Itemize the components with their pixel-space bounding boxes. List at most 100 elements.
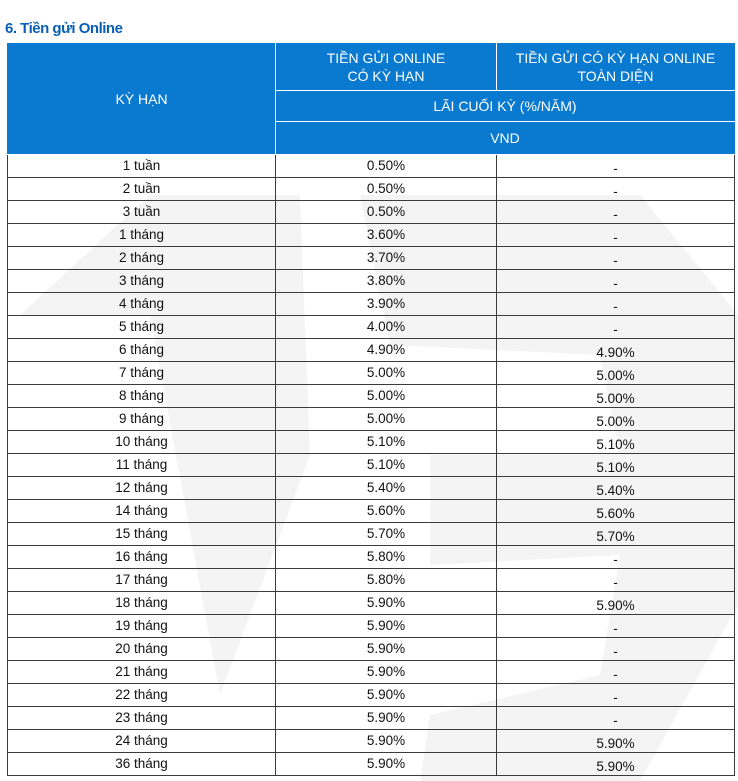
online-rate-cell-text: 5.10%	[366, 457, 406, 472]
table-row: 11 tháng 5.10% 5.10%	[7, 453, 735, 477]
term-cell-text: 4 tháng	[118, 296, 165, 311]
comprehensive-rate-cell-text: 5.00%	[596, 391, 635, 406]
comprehensive-rate-cell-text: -	[613, 253, 618, 268]
comprehensive-rate-cell-text: 5.00%	[596, 414, 635, 429]
table-row: 2 tuần 0.50% -	[7, 177, 735, 201]
online-rate-cell: 5.40%	[275, 476, 497, 500]
term-cell-text: 1 tuần	[122, 158, 161, 173]
table-row: 10 tháng 5.10% 5.10%	[7, 430, 735, 454]
comprehensive-rate-cell-text: 4.90%	[596, 345, 635, 360]
term-cell: 19 tháng	[7, 614, 276, 638]
table-row: 1 tuần 0.50% -	[7, 154, 735, 178]
table-row: 1 tháng 3.60% -	[7, 223, 735, 247]
table-row: 19 tháng 5.90% -	[7, 614, 735, 638]
online-rate-cell: 3.90%	[275, 292, 497, 316]
comprehensive-rate-cell: 5.90%	[496, 752, 735, 776]
term-cell: 1 tuần	[7, 154, 276, 178]
term-cell-text: 8 tháng	[118, 388, 165, 403]
section-title: 6. Tiền gửi Online	[5, 20, 123, 37]
interest-type-header: LÃI CUỐI KỲ (%/NĂM)	[275, 90, 735, 122]
header-line: TOÀN DIỆN	[577, 68, 654, 84]
term-cell: 8 tháng	[7, 384, 276, 408]
term-cell-text: 3 tuần	[122, 204, 161, 219]
term-cell-text: 1 tháng	[118, 227, 165, 242]
term-cell: 16 tháng	[7, 545, 276, 569]
table-row: 3 tháng 3.80% -	[7, 269, 735, 293]
table-row: 16 tháng 5.80% -	[7, 545, 735, 569]
comprehensive-rate-cell-text: -	[613, 299, 618, 314]
online-rate-cell: 3.60%	[275, 223, 497, 247]
term-cell-text: 15 tháng	[115, 526, 168, 541]
term-cell: 7 tháng	[7, 361, 276, 385]
online-rate-cell-text: 3.60%	[366, 227, 406, 242]
comprehensive-rate-cell: -	[496, 246, 735, 270]
table-row: 17 tháng 5.80% -	[7, 568, 735, 592]
term-cell: 14 tháng	[7, 499, 276, 523]
online-rate-cell: 5.10%	[275, 430, 497, 454]
term-cell: 20 tháng	[7, 637, 276, 661]
comprehensive-rate-cell: -	[496, 660, 735, 684]
comprehensive-rate-cell: -	[496, 545, 735, 569]
comprehensive-rate-cell-text: -	[613, 322, 618, 337]
term-cell-text: 2 tháng	[118, 250, 165, 265]
online-rate-cell: 5.90%	[275, 706, 497, 730]
online-rate-cell: 5.10%	[275, 453, 497, 477]
term-cell: 12 tháng	[7, 476, 276, 500]
online-rate-cell-text: 4.00%	[366, 319, 406, 334]
comprehensive-rate-cell-text: -	[613, 667, 618, 682]
online-rate-cell-text: 0.50%	[366, 158, 406, 173]
online-rate-cell: 5.90%	[275, 660, 497, 684]
term-cell: 1 tháng	[7, 223, 276, 247]
term-cell-text: 12 tháng	[115, 480, 168, 495]
term-cell-text: 10 tháng	[115, 434, 168, 449]
table-row: 18 tháng 5.90% 5.90%	[7, 591, 735, 615]
comprehensive-rate-cell: 5.40%	[496, 476, 735, 500]
term-cell-text: 3 tháng	[118, 273, 165, 288]
term-cell-text: 7 tháng	[118, 365, 165, 380]
table-row: 21 tháng 5.90% -	[7, 660, 735, 684]
comprehensive-rate-cell: 5.90%	[496, 729, 735, 753]
comprehensive-rate-cell: 5.10%	[496, 430, 735, 454]
comprehensive-online-deposit-header: TIỀN GỬI CÓ KỲ HẠN ONLINE TOÀN DIỆN	[496, 43, 735, 91]
term-cell-text: 9 tháng	[118, 411, 165, 426]
comprehensive-rate-cell: -	[496, 200, 735, 224]
term-cell: 17 tháng	[7, 568, 276, 592]
comprehensive-rate-cell: -	[496, 315, 735, 339]
comprehensive-rate-cell: 5.10%	[496, 453, 735, 477]
term-cell-text: 5 tháng	[118, 319, 165, 334]
online-rate-cell-text: 5.80%	[366, 549, 406, 564]
term-cell-text: 6 tháng	[118, 342, 165, 357]
table-row: 4 tháng 3.90% -	[7, 292, 735, 316]
table-row: 7 tháng 5.00% 5.00%	[7, 361, 735, 385]
header-line: CÓ KỲ HẠN	[347, 68, 425, 84]
comprehensive-rate-cell-text: -	[613, 552, 618, 567]
term-cell-text: 21 tháng	[115, 664, 168, 679]
online-rate-cell-text: 5.10%	[366, 434, 406, 449]
online-term-deposit-header: TIỀN GỬI ONLINE CÓ KỲ HẠN	[275, 43, 497, 91]
term-cell: 11 tháng	[7, 453, 276, 477]
online-rate-cell-text: 0.50%	[366, 181, 406, 196]
term-cell-text: 19 tháng	[115, 618, 168, 633]
comprehensive-rate-cell: -	[496, 568, 735, 592]
online-rate-cell: 0.50%	[275, 154, 497, 178]
term-cell: 2 tháng	[7, 246, 276, 270]
online-rate-cell-text: 3.70%	[366, 250, 406, 265]
online-rate-cell-text: 5.00%	[366, 411, 406, 426]
online-rate-cell: 3.70%	[275, 246, 497, 270]
online-rate-cell-text: 5.90%	[366, 618, 406, 633]
comprehensive-rate-cell: -	[496, 223, 735, 247]
comprehensive-rate-cell: 5.90%	[496, 591, 735, 615]
online-rate-cell-text: 5.90%	[366, 756, 406, 771]
online-rate-cell: 5.90%	[275, 637, 497, 661]
table-row: 8 tháng 5.00% 5.00%	[7, 384, 735, 408]
online-rate-cell-text: 5.00%	[366, 388, 406, 403]
term-cell: 21 tháng	[7, 660, 276, 684]
currency-header: VND	[275, 121, 735, 155]
comprehensive-rate-cell: -	[496, 269, 735, 293]
comprehensive-rate-cell-text: 5.90%	[596, 598, 635, 613]
table-row: 5 tháng 4.00% -	[7, 315, 735, 339]
comprehensive-rate-cell-text: 5.60%	[596, 506, 635, 521]
online-rate-cell-text: 3.80%	[366, 273, 406, 288]
comprehensive-rate-cell-text: -	[613, 161, 618, 176]
header-line: TIỀN GỬI CÓ KỲ HẠN ONLINE	[515, 50, 716, 66]
